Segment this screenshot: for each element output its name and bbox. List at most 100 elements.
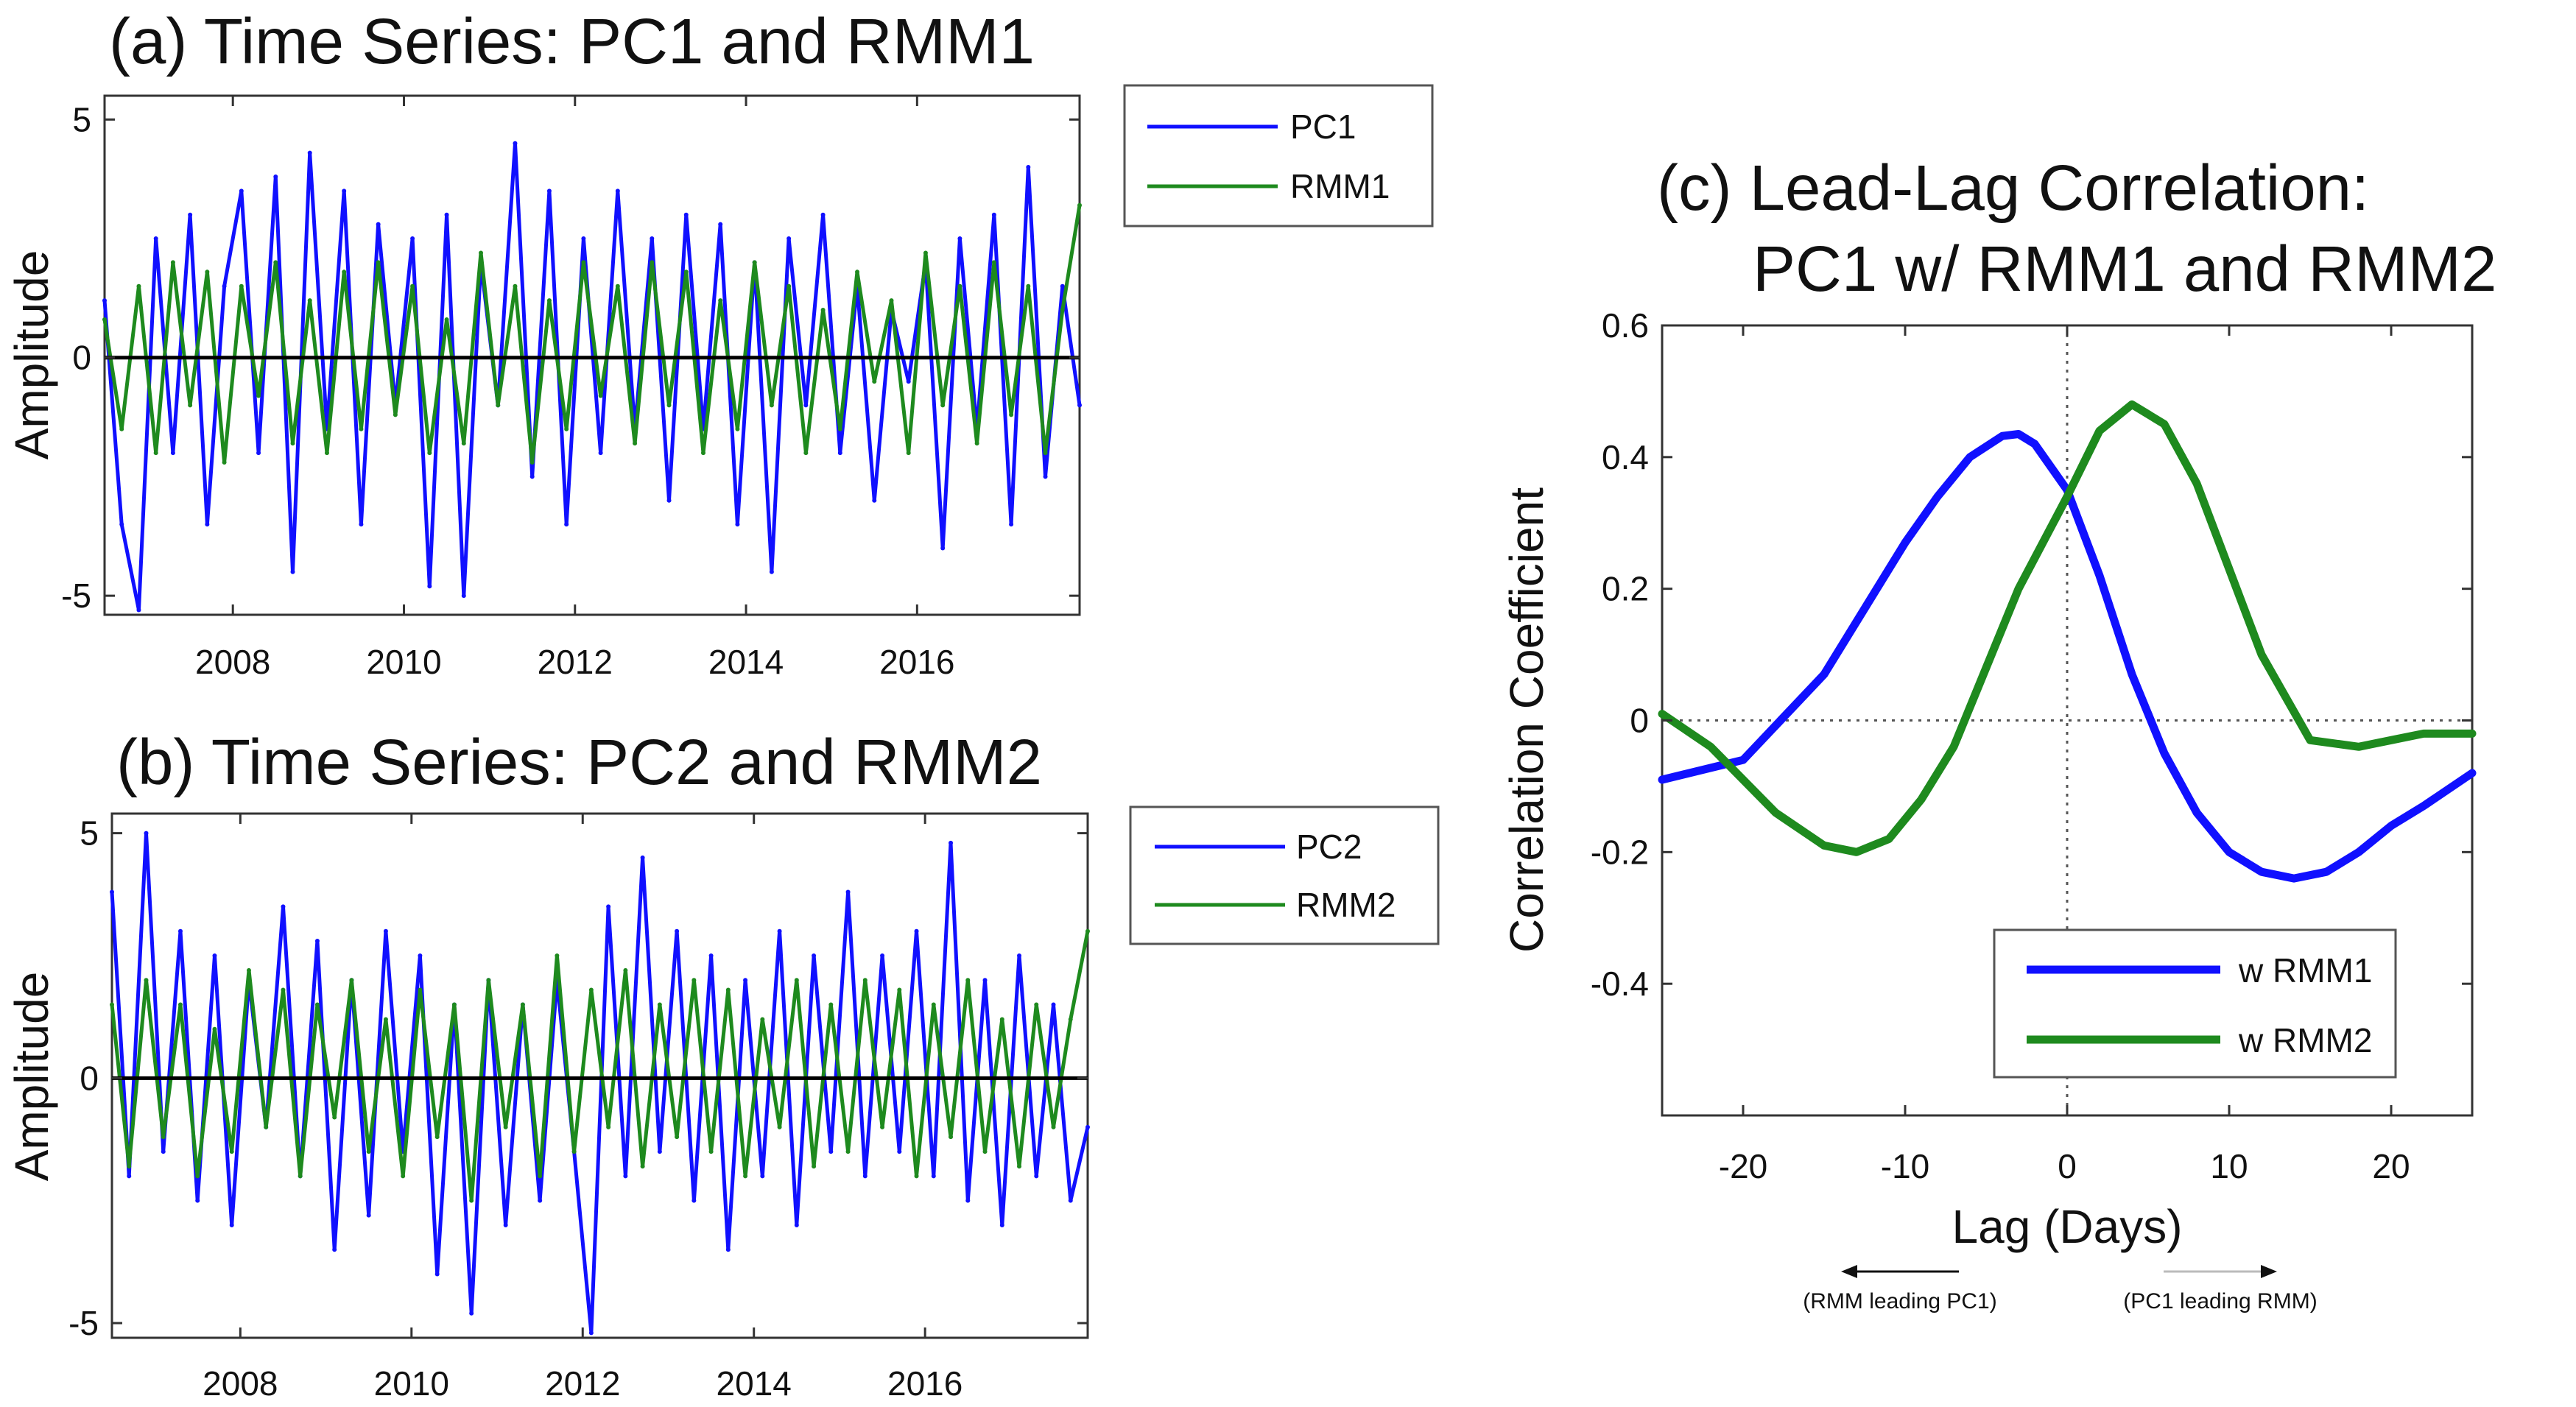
data-point-pc2 (897, 1149, 902, 1154)
data-point-rmm2 (314, 1002, 320, 1007)
data-point-pc2 (657, 1149, 662, 1154)
data-point-rmm1 (1043, 451, 1048, 456)
series-line-w-rmm2 (1658, 400, 2477, 856)
x-tick-label: 2008 (203, 1364, 278, 1403)
data-point-pc2 (862, 1174, 868, 1179)
data-point-pc1 (1009, 522, 1014, 527)
data-point-pc2 (161, 1149, 166, 1154)
legend-label-w-rmm1: w RMM1 (2238, 951, 2372, 990)
panel-a-series-layer (102, 141, 1082, 613)
panel-c-title-line1: (c) Lead-Lag Correlation: (1657, 152, 2369, 224)
data-point-pc2 (503, 1222, 508, 1227)
data-point-pc2 (743, 978, 748, 983)
y-tick-label: 0 (1630, 702, 1649, 740)
data-point-pc2 (999, 1222, 1004, 1227)
panel-c-xlabel: Lag (Days) (1952, 1200, 2183, 1253)
data-point-rmm2 (161, 1135, 166, 1140)
data-point-rmm2 (623, 967, 628, 973)
data-point-pc2 (332, 1247, 337, 1252)
data-point-pc2 (982, 978, 988, 983)
data-point-pc2 (1051, 1002, 1056, 1007)
data-point-rmm1 (735, 426, 740, 431)
data-point-pc1 (991, 212, 996, 217)
data-point-pc1 (666, 498, 672, 503)
data-point-rmm1 (581, 260, 586, 265)
data-point-rmm2 (434, 1135, 440, 1140)
panel-c-ylabel: Correlation Coefficient (1500, 487, 1553, 953)
data-point-rmm2 (366, 1149, 371, 1154)
data-point-pc1 (359, 522, 364, 527)
data-point-pc1 (820, 212, 826, 217)
data-point-pc1 (153, 236, 158, 241)
data-point-pc2 (965, 1198, 971, 1203)
data-point-pc1 (342, 188, 347, 194)
x-tick-label: 2008 (195, 643, 270, 681)
data-point-pc1 (427, 584, 432, 589)
data-point-rmm1 (633, 441, 638, 446)
y-tick-label: 0.6 (1602, 306, 1649, 345)
panel-a-axes: 2008 2010 2012 2014 2016 5 0 -5 (61, 96, 1080, 681)
data-point-rmm2 (675, 1135, 680, 1140)
data-point-rmm2 (606, 1124, 611, 1129)
data-point-rmm1 (513, 283, 518, 289)
data-point-pc2 (828, 1149, 834, 1154)
y-tick-label: -5 (68, 1304, 99, 1342)
data-point-rmm1 (564, 426, 569, 431)
data-point-pc1 (256, 451, 261, 456)
data-point-rmm2 (264, 1124, 269, 1129)
data-point-rmm2 (503, 1124, 508, 1129)
y-tick-label: 0.2 (1602, 570, 1649, 608)
data-point-pc1 (170, 451, 175, 456)
data-point-pc1 (444, 212, 449, 217)
data-point-pc1 (598, 451, 603, 456)
data-point-rmm2 (708, 1149, 714, 1154)
data-point-rmm1 (786, 283, 792, 289)
data-point-pc1 (957, 236, 963, 241)
data-point-pc2 (281, 904, 286, 909)
data-point-rmm2 (127, 1164, 132, 1169)
data-point-rmm1 (803, 451, 809, 456)
data-point-pc1 (205, 522, 210, 527)
panel-a-title: (a) Time Series: PC1 and RMM1 (109, 6, 1035, 77)
data-point-pc2 (110, 889, 114, 895)
data-point-rmm1 (153, 451, 158, 456)
data-point-rmm2 (1085, 928, 1090, 934)
data-point-pc1 (461, 593, 466, 599)
data-point-rmm1 (342, 269, 347, 275)
legend-label-pc2: PC2 (1296, 828, 1362, 866)
data-point-rmm1 (496, 403, 501, 408)
data-point-pc1 (683, 212, 689, 217)
data-point-rmm2 (760, 1017, 765, 1022)
data-point-pc2 (538, 1198, 543, 1203)
series-line-rmm1 (102, 203, 1082, 465)
data-point-rmm1 (615, 283, 620, 289)
data-point-rmm1 (444, 317, 449, 322)
data-point-pc1 (837, 451, 842, 456)
data-point-pc2 (845, 889, 851, 895)
data-point-pc2 (212, 953, 217, 958)
y-tick-label: -0.2 (1591, 833, 1649, 871)
data-point-pc2 (914, 928, 919, 934)
panel-a: (a) Time Series: PC1 and RMM1 2008 2010 20… (5, 6, 1434, 681)
data-point-pc1 (803, 403, 809, 408)
data-point-pc1 (872, 498, 877, 503)
x-tick-label: -20 (1719, 1147, 1767, 1185)
data-point-rmm1 (273, 260, 278, 265)
legend-label-w-rmm2: w RMM2 (2238, 1021, 2372, 1059)
data-point-rmm1 (1009, 412, 1014, 417)
series-line-w-rmm1 (1658, 430, 2477, 883)
panel-b: (b) Time Series: PC2 and RMM2 2008 2010 20… (5, 727, 1440, 1403)
x-tick-label: 2012 (545, 1364, 620, 1403)
data-point-rmm1 (598, 393, 603, 398)
data-point-rmm2 (588, 987, 594, 992)
data-point-pc1 (564, 522, 569, 527)
panel-b-legend: PC2 RMM2 (1129, 805, 1440, 945)
data-point-pc1 (376, 222, 381, 227)
series-line-pc2 (110, 831, 1090, 1335)
data-point-rmm2 (520, 1002, 525, 1007)
data-point-rmm1 (889, 298, 894, 303)
data-point-rmm1 (256, 393, 261, 398)
data-point-rmm2 (999, 1017, 1004, 1022)
data-point-rmm2 (281, 987, 286, 992)
